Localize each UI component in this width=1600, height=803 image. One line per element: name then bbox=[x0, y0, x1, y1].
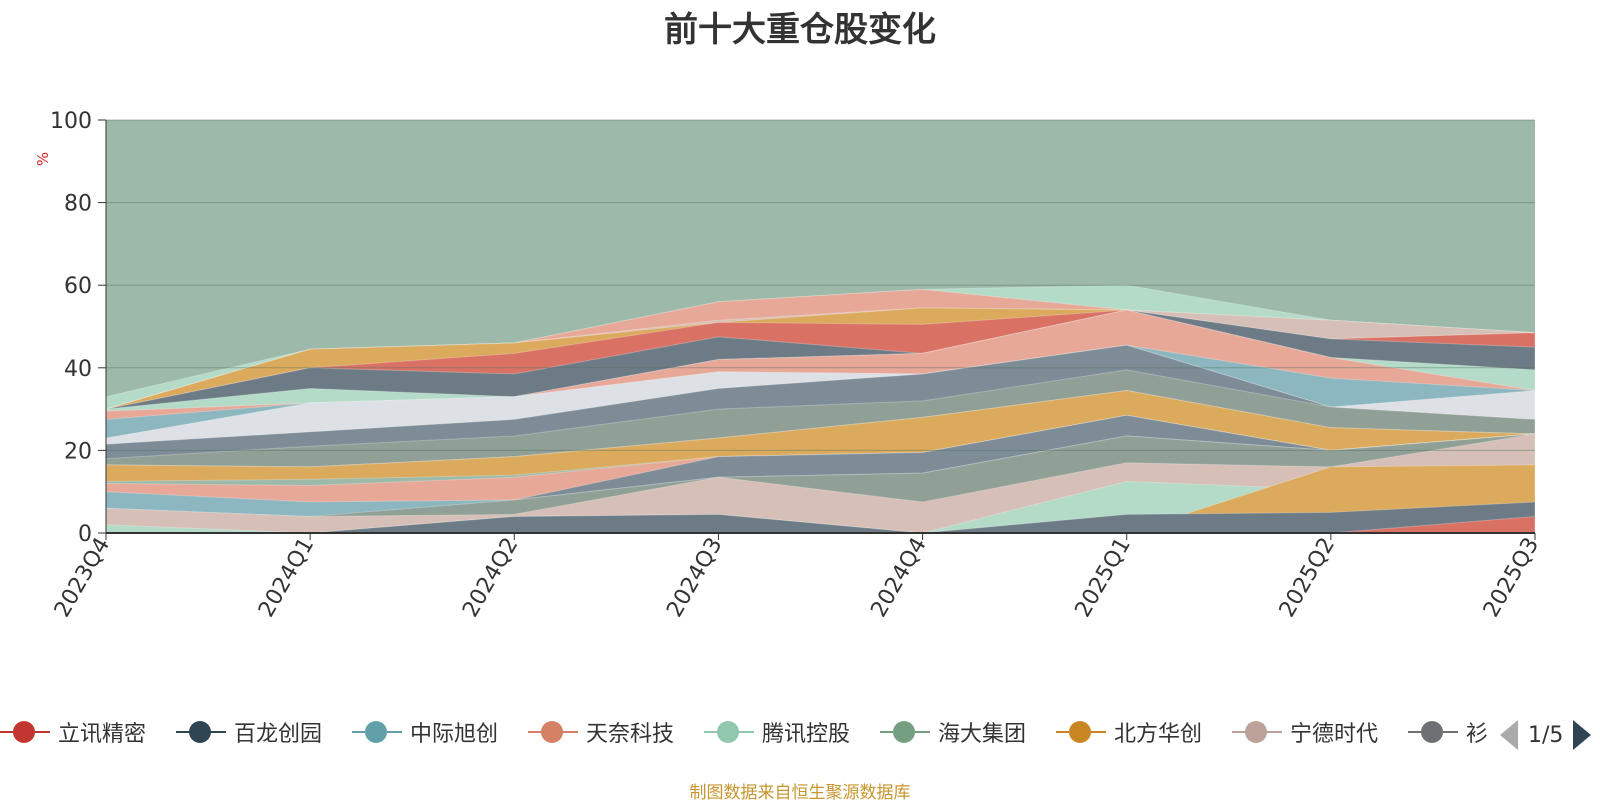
legend-prev-page-icon[interactable] bbox=[1500, 720, 1518, 750]
legend-marker-icon bbox=[352, 720, 402, 744]
legend-pager: 1/5 bbox=[1500, 718, 1592, 752]
y-tick-label: 80 bbox=[64, 192, 92, 217]
legend-label: 百龙创园 bbox=[234, 722, 323, 747]
legend-label: 宁德时代 bbox=[1290, 722, 1379, 747]
y-tick-label: 60 bbox=[64, 274, 92, 299]
legend-item[interactable]: 中际旭创 bbox=[352, 712, 498, 752]
y-tick-label: 20 bbox=[64, 439, 92, 464]
x-tick-label: 2024Q4 bbox=[866, 534, 931, 622]
legend-marker-icon bbox=[1408, 720, 1458, 744]
data-source-note: 制图数据来自恒生聚源数据库 bbox=[689, 783, 911, 803]
legend-item[interactable]: 宁德时代 bbox=[1232, 712, 1378, 752]
legend-item[interactable]: 海大集团 bbox=[880, 712, 1026, 752]
y-tick-label: 100 bbox=[50, 109, 92, 134]
x-tick-label: 2024Q3 bbox=[662, 534, 727, 622]
legend-item[interactable]: 立讯精密 bbox=[0, 712, 146, 752]
x-tick-label: 2025Q3 bbox=[1479, 534, 1544, 622]
legend-label: 北方华创 bbox=[1114, 722, 1203, 747]
legend-item[interactable]: 衫 bbox=[1408, 712, 1488, 752]
legend-label: 衫 bbox=[1466, 722, 1489, 747]
legend-item[interactable]: 天奈科技 bbox=[528, 712, 674, 752]
legend-marker-icon bbox=[880, 720, 930, 744]
legend-item[interactable]: 百龙创园 bbox=[176, 712, 322, 752]
x-tick-label: 2024Q2 bbox=[458, 534, 523, 622]
x-tick-label: 2024Q1 bbox=[254, 534, 319, 622]
legend-marker-icon bbox=[0, 720, 50, 744]
legend-marker-icon bbox=[176, 720, 226, 744]
y-tick-label: 0 bbox=[78, 522, 92, 547]
legend-marker-icon bbox=[704, 720, 754, 744]
legend-label: 立讯精密 bbox=[58, 722, 147, 747]
x-tick-label: 2025Q1 bbox=[1071, 534, 1136, 622]
legend-marker-icon bbox=[1056, 720, 1106, 744]
y-tick-label: 40 bbox=[64, 357, 92, 382]
legend-marker-icon bbox=[528, 720, 578, 744]
chart-legend: 立讯精密 百龙创园 中际旭创 天奈科技 腾讯控股 海大集团 北方华创 宁德时代 衫 bbox=[0, 712, 1490, 752]
chart-title: 前十大重仓股变化 bbox=[664, 10, 936, 50]
legend-page-indicator: 1/5 bbox=[1528, 722, 1564, 748]
legend-marker-icon bbox=[1232, 720, 1282, 744]
legend-label: 腾讯控股 bbox=[762, 722, 851, 747]
x-tick-label: 2025Q2 bbox=[1275, 534, 1340, 622]
legend-next-page-icon[interactable] bbox=[1573, 720, 1592, 750]
legend-label: 天奈科技 bbox=[586, 722, 675, 747]
legend-label: 海大集团 bbox=[938, 722, 1027, 747]
legend-label: 中际旭创 bbox=[410, 722, 499, 747]
legend-item[interactable]: 腾讯控股 bbox=[704, 712, 850, 752]
legend-item[interactable]: 北方华创 bbox=[1056, 712, 1202, 752]
